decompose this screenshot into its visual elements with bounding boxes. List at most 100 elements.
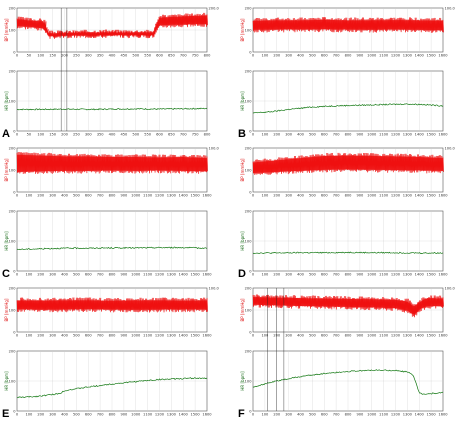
- panel-f: 0 100 200 300 400 500 600 700 800 900 1000 1100 1200…: [238, 286, 456, 420]
- panel-b-hr-x-tick-label: 1600: [438, 133, 448, 137]
- panel-c-bp-y-axis-label: BP [mmHg]: [4, 158, 9, 181]
- panel-a-bp-y-tick-label: 0: [13, 50, 16, 54]
- panel-f-hr-x-tick-label: 1500: [427, 413, 437, 417]
- panel-b-hr-x-tick-label: 200: [273, 133, 281, 137]
- panel-a-hr-x-tick-label: 0: [16, 133, 19, 137]
- panel-c-hr-series: [16, 246, 208, 251]
- panel-c-hr-y-tick-label: 100: [9, 239, 17, 243]
- panel-c-hr-x-tick-label: 1400: [179, 273, 189, 277]
- panel-b-bp-y-tick-label: 100: [245, 28, 253, 32]
- panel-b-bp-y-axis-label: BP [mmHg]: [240, 18, 245, 41]
- panel-c-label: C: [2, 268, 10, 280]
- panel-a-bp-x-tick-label: 50: [27, 54, 32, 58]
- panel-b-hr-y-axis-label: HR [bpm]: [240, 91, 245, 111]
- panel-f-bp-x-tick-label: 900: [356, 334, 364, 338]
- panel-f-hr-x-tick-label: 1100: [379, 413, 389, 417]
- panel-f-bp-x-tick-label: 1400: [415, 334, 425, 338]
- panel-c-hr-x-tick-label: 400: [61, 273, 69, 277]
- panel-b-bp-envelope: [253, 19, 443, 31]
- panel-d-hr-x-tick-label: 1500: [427, 273, 437, 277]
- panel-e: 0 100 200 300 400 500 600 700 800 900 1000 1100 1200…: [2, 286, 220, 420]
- panel-b-bp-x-tick-label: 300: [285, 54, 293, 58]
- panel-a-hr-x-tick-label: 400: [109, 133, 117, 137]
- panel-d-bp-y-tick-label: 0: [249, 190, 252, 194]
- panel-a-hr-x-tick-label: 200: [61, 133, 69, 137]
- panel-e-bp-envelope: [17, 300, 207, 310]
- panel-e-bp-y-axis-label: BP [mmHg]: [4, 298, 9, 321]
- panel-a-bp-y-tick-label: 200: [9, 6, 17, 10]
- panel-d-bp-x-tick-label: 700: [333, 194, 341, 198]
- panel-a-bp-x-tick-label: 500: [132, 54, 140, 58]
- panel-a-bp-x-tick-label: 350: [97, 54, 105, 58]
- panel-c-bp-y-tick-label: 100: [9, 168, 17, 172]
- panel-d-bp-right-tick-label: 100.0: [445, 146, 456, 150]
- panel-d-bp-x-tick-label: 100: [261, 194, 269, 198]
- panel-b-bp-x-tick-label: 1200: [391, 54, 401, 58]
- panel-a-hr-x-tick-label: 250: [73, 133, 81, 137]
- panel-d-bp-x-tick-label: 1500: [427, 194, 437, 198]
- panel-e-bp-x-tick-label: 500: [73, 334, 81, 338]
- panel-c-hr-x-tick-label: 1000: [131, 273, 141, 277]
- panel-c-hr-x-tick-label: 700: [97, 273, 105, 277]
- panel-e-hr-x-tick-label: 1300: [167, 413, 177, 417]
- panel-c-bp-right-tick-label: 100.0: [209, 146, 220, 150]
- panel-b-bp-x-tick-label: 900: [356, 54, 364, 58]
- panel-d-bp-x-tick-label: 1100: [379, 194, 389, 198]
- panel-c-hr-x-tick-label: 900: [120, 273, 128, 277]
- panel-c-hr-x-tick-label: 1100: [143, 273, 153, 277]
- panel-c-hr-x-tick-label: 200: [37, 273, 45, 277]
- panel-d-bp-x-tick-label: 1000: [367, 194, 377, 198]
- panel-b-hr-x-tick-label: 1100: [379, 133, 389, 137]
- panel-e-hr-x-tick-label: 1000: [131, 413, 141, 417]
- panel-c-hr-x-tick-label: 100: [25, 273, 33, 277]
- panel-e-bp-y-tick-label: 0: [13, 330, 16, 334]
- panel-e-bp-right-tick-label: 100.0: [209, 286, 220, 290]
- panel-f-bp-x-tick-label: 1500: [427, 334, 437, 338]
- panel-c-bp-x-tick-label: 1200: [155, 194, 165, 198]
- panel-b-hr-x-tick-label: 300: [285, 133, 293, 137]
- panel-e-bp-x-tick-label: 1500: [191, 334, 201, 338]
- panel-d-hr-x-tick-label: 900: [356, 273, 364, 277]
- panel-b-bp-x-tick-label: 400: [297, 54, 305, 58]
- panel-a-hr-x-tick-label: 750: [192, 133, 200, 137]
- panel-b-bp-y-tick-label: 200: [245, 6, 253, 10]
- panel-d-bp-x-tick-label: 900: [356, 194, 364, 198]
- panel-e-bp-x-tick-label: 0: [16, 334, 19, 338]
- panel-c-hr-x-tick-label: 800: [109, 273, 117, 277]
- panel-a-hr-x-tick-label: 50: [27, 133, 32, 137]
- panel-a-hr-y-tick-label: 100: [9, 99, 17, 103]
- panel-e-bp-x-tick-label: 900: [120, 334, 128, 338]
- panel-c-hr-x-tick-label: 600: [85, 273, 93, 277]
- panel-b-bp-y-tick-label: 0: [249, 50, 252, 54]
- panel-e-hr-x-tick-label: 1600: [202, 413, 212, 417]
- panel-a-hr-x-tick-label: 650: [168, 133, 176, 137]
- panel-e-bp-x-tick-label: 800: [109, 334, 117, 338]
- panel-e-hr-x-tick-label: 100: [25, 413, 33, 417]
- panel-e-bp-x-tick-label: 1000: [131, 334, 141, 338]
- panel-d-bp-x-tick-label: 300: [285, 194, 293, 198]
- panel-a-bp-envelope: [17, 15, 207, 37]
- panel-d-hr-y-tick-label: 100: [245, 239, 253, 243]
- panel-d-hr-x-tick-label: 1400: [415, 273, 425, 277]
- panel-c-bp-x-tick-label: 900: [120, 194, 128, 198]
- panel-e-hr-x-tick-label: 900: [120, 413, 128, 417]
- panel-b-hr-x-tick-label: 800: [345, 133, 353, 137]
- panel-f-hr-y-tick-label: 100: [245, 379, 253, 383]
- panel-b-bp-x-tick-label: 1300: [403, 54, 413, 58]
- panel-e-hr-x-tick-label: 200: [37, 413, 45, 417]
- panel-f-hr-x-tick-label: 0: [252, 413, 255, 417]
- panel-b-hr-x-tick-label: 1000: [367, 133, 377, 137]
- panel-e-hr-x-tick-label: 400: [61, 413, 69, 417]
- panel-a-bp-x-tick-label: 100: [37, 54, 45, 58]
- panel-d-bp-envelope: [253, 155, 443, 174]
- panel-c-bp-x-tick-label: 1100: [143, 194, 153, 198]
- panel-e-bp-x-tick-label: 100: [25, 334, 33, 338]
- panel-c-hr-y-axis-label: HR [bpm]: [4, 231, 9, 251]
- panel-e-hr-x-tick-label: 0: [16, 413, 19, 417]
- panel-f-hr-y-tick-label: 200: [245, 349, 253, 353]
- panel-b-bp-x-tick-label: 1400: [415, 54, 425, 58]
- panel-d-bp-y-axis-label: BP [mmHg]: [240, 158, 245, 181]
- panel-f-hr-x-tick-label: 100: [261, 413, 269, 417]
- panel-e-hr-x-tick-label: 600: [85, 413, 93, 417]
